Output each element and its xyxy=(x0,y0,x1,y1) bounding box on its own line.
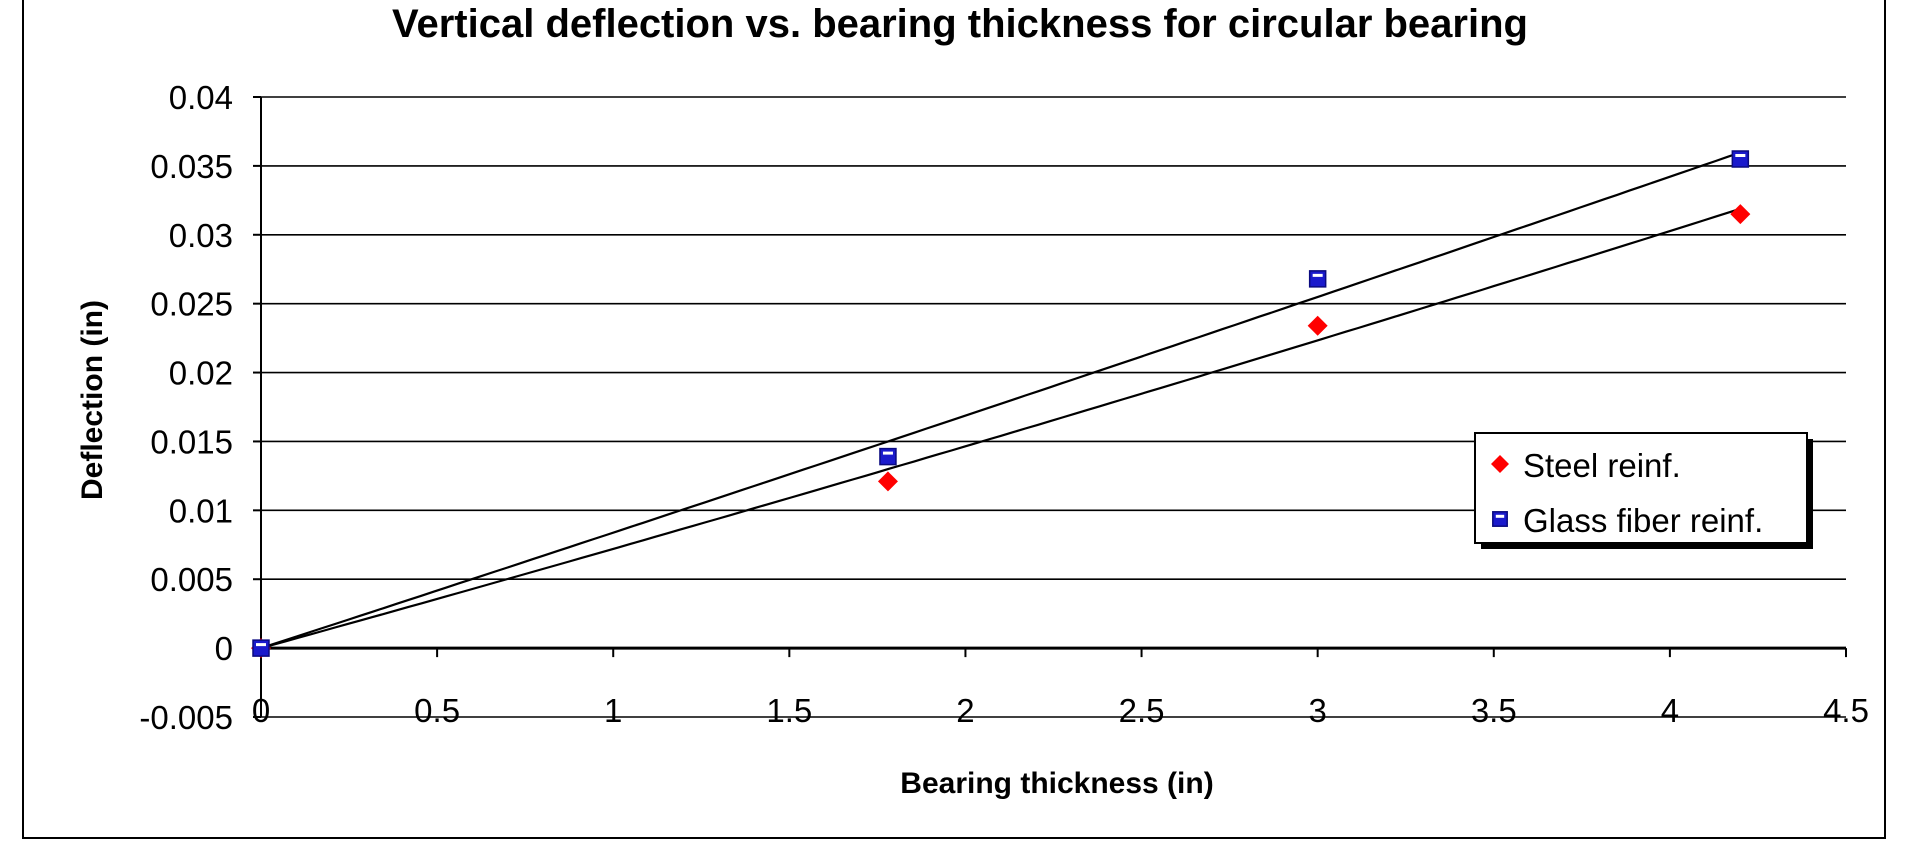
legend-label: Steel reinf. xyxy=(1523,447,1681,484)
glass-fiber-data-point xyxy=(252,639,270,657)
y-tick-label: 0.015 xyxy=(150,423,233,460)
steel-data-point xyxy=(877,471,898,492)
glass-fiber-data-point xyxy=(1731,150,1750,168)
x-tick-label: 2 xyxy=(956,692,974,729)
chart-title: Vertical deflection vs. bearing thicknes… xyxy=(392,2,1528,46)
trendline-steel xyxy=(260,207,1741,650)
x-tick-label: 2.5 xyxy=(1119,692,1165,729)
y-tick-label: 0.01 xyxy=(169,492,233,529)
steel-data-point xyxy=(1730,204,1751,225)
y-tick-label: 0.035 xyxy=(150,148,233,185)
x-tick-label: 4.5 xyxy=(1823,692,1869,729)
trendlines xyxy=(260,151,1741,650)
legend-box xyxy=(1474,432,1808,544)
y-tick-label: 0 xyxy=(215,630,233,667)
x-tick-label: 3.5 xyxy=(1471,692,1517,729)
y-axis-label: Deflection (in) xyxy=(76,300,109,500)
glass-fiber-data-point-highlight xyxy=(1735,154,1746,157)
x-tick-label: 0 xyxy=(252,692,270,729)
data-markers xyxy=(251,150,1751,659)
y-tick-label: 0.025 xyxy=(150,286,233,323)
legend-marker xyxy=(1491,455,1509,473)
x-tick-label: 1.5 xyxy=(766,692,812,729)
axes xyxy=(253,96,1847,718)
x-axis-label: Bearing thickness (in) xyxy=(900,767,1213,800)
glass-fiber-data-point xyxy=(879,447,897,466)
trendline-glass-fiber xyxy=(260,151,1741,650)
y-tick-label: 0.005 xyxy=(150,561,233,598)
glass-fiber-data-point xyxy=(1308,270,1327,288)
y-tick-label: 0.03 xyxy=(169,217,233,254)
y-tick-label: -0.005 xyxy=(139,699,233,736)
legend-marker xyxy=(1492,511,1508,527)
x-tick-label: 0.5 xyxy=(414,692,460,729)
y-tick-label: 0.04 xyxy=(169,79,233,116)
gridlines xyxy=(261,96,1846,718)
x-tick-label: 1 xyxy=(604,692,622,729)
legend-marker-highlight xyxy=(1495,514,1505,518)
x-tick-label: 4 xyxy=(1661,692,1679,729)
x-tick-label: 3 xyxy=(1308,692,1326,729)
y-tick-label: 0.02 xyxy=(169,355,233,392)
glass-fiber-data-point-highlight xyxy=(256,643,266,647)
legend: Steel reinf. Glass fiber reinf. xyxy=(1474,432,1813,549)
tick-labels: -0.005 0 0.005 0.01 0.015 0.02 0.025 0.03 0.035 0… xyxy=(139,79,1869,736)
glass-fiber-data-point-highlight xyxy=(882,451,893,455)
legend-label: Glass fiber reinf. xyxy=(1523,502,1763,539)
glass-fiber-data-point-highlight xyxy=(1312,273,1323,277)
steel-data-point xyxy=(1307,315,1328,336)
